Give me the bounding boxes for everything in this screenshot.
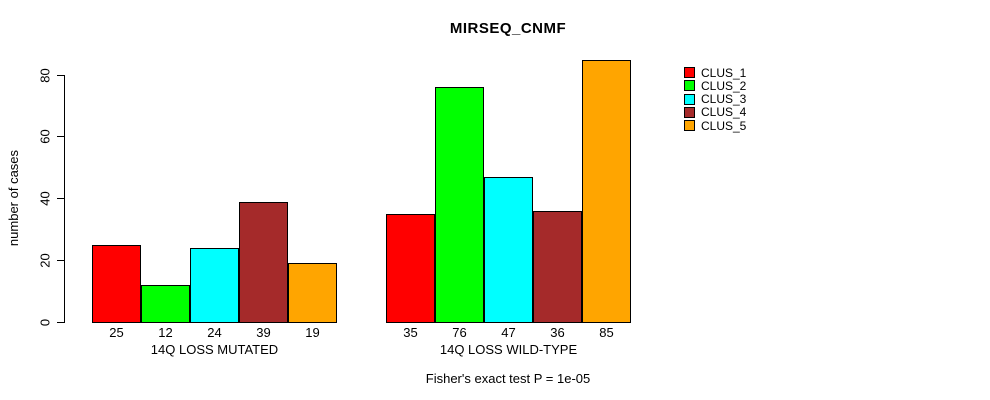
y-tick-label: 80 xyxy=(37,67,53,83)
y-tick-mark xyxy=(57,74,64,76)
bar-clus_1-14q-loss-wild-type xyxy=(386,214,435,323)
y-tick-mark xyxy=(57,198,64,199)
bar-value-label: 85 xyxy=(599,325,614,340)
x-group-label: 14Q LOSS MUTATED xyxy=(150,342,279,357)
legend-label-clus_3: CLUS_3 xyxy=(701,92,747,107)
legend-label-clus_4: CLUS_4 xyxy=(701,105,747,120)
y-axis-line xyxy=(64,75,65,323)
chart-title: MIRSEQ_CNMF xyxy=(449,20,567,37)
y-tick-label: 0 xyxy=(37,318,53,326)
legend-swatch-clus_1 xyxy=(684,67,695,78)
bar-clus_2-14q-loss-wild-type xyxy=(435,87,484,323)
bar-value-label: 24 xyxy=(207,325,222,340)
legend-swatch-clus_2 xyxy=(684,80,695,92)
y-tick-mark xyxy=(57,136,64,138)
y-tick-mark xyxy=(57,259,64,261)
bar-clus_4-14q-loss-wild-type xyxy=(533,211,582,323)
legend-swatch-clus_4 xyxy=(684,106,695,118)
bar-value-label: 12 xyxy=(158,325,173,340)
y-axis-label: number of cases xyxy=(6,149,21,247)
bar-clus_5-14q-loss-wild-type xyxy=(582,60,631,323)
bar-value-label: 47 xyxy=(501,325,516,340)
bar-clus_4-14q-loss-mutated xyxy=(239,202,288,323)
bar-value-label: 25 xyxy=(109,325,124,340)
bar-clus_3-14q-loss-wild-type xyxy=(484,177,533,323)
bar-clus_2-14q-loss-mutated xyxy=(141,285,190,323)
bar-value-label: 36 xyxy=(550,325,565,340)
legend-label-clus_1: CLUS_1 xyxy=(701,65,747,80)
bar-value-label: 19 xyxy=(305,325,320,340)
bar-clus_3-14q-loss-mutated xyxy=(190,248,239,323)
y-tick-mark xyxy=(57,321,64,323)
y-tick-label: 40 xyxy=(37,191,53,206)
bar-clus_5-14q-loss-mutated xyxy=(288,263,337,323)
bar-clus_1-14q-loss-mutated xyxy=(92,245,141,323)
x-group-label: 14Q LOSS WILD-TYPE xyxy=(439,342,578,357)
bar-value-label: 76 xyxy=(452,325,467,340)
y-tick-label: 20 xyxy=(37,253,53,268)
fisher-test-annotation: Fisher's exact test P = 1e-05 xyxy=(425,371,591,386)
legend-swatch-clus_3 xyxy=(684,93,695,105)
legend-label-clus_5: CLUS_5 xyxy=(701,118,747,133)
bar-value-label: 35 xyxy=(403,325,418,340)
y-tick-label: 60 xyxy=(37,129,53,144)
legend-swatch-clus_5 xyxy=(684,120,695,132)
bar-value-label: 39 xyxy=(256,325,271,340)
legend-label-clus_2: CLUS_2 xyxy=(701,78,747,93)
